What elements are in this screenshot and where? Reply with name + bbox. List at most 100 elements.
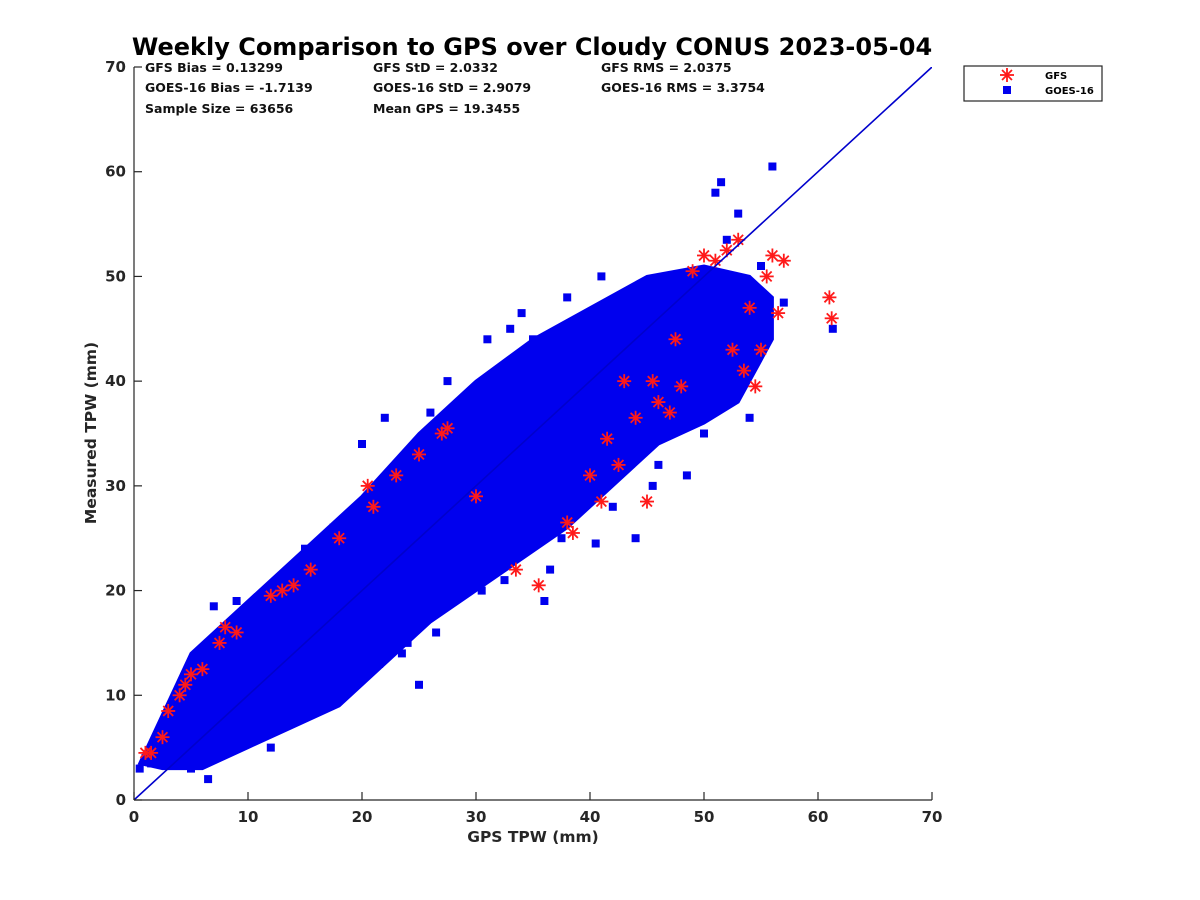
gfs-point — [286, 578, 301, 593]
y-tick-label: 40 — [105, 372, 126, 390]
series-goes16-points — [135, 162, 837, 784]
axes — [133, 67, 932, 801]
gfs-point — [212, 635, 227, 650]
x-tick-label: 30 — [466, 808, 487, 826]
gfs-point — [765, 248, 780, 263]
x-tick-label: 60 — [808, 808, 829, 826]
gfs-point — [651, 395, 666, 410]
goes16-point — [734, 209, 743, 218]
gfs-point — [195, 662, 210, 677]
goes16-point — [517, 309, 526, 318]
stat-goes-rms: GOES-16 RMS = 3.3754 — [601, 80, 765, 95]
gfs-point — [611, 457, 626, 472]
legend: GFS GOES-16 — [963, 65, 1103, 102]
goes16-point — [397, 649, 406, 658]
legend-label-gfs: GFS — [1045, 71, 1067, 82]
gfs-point — [640, 494, 654, 509]
x-tick-label: 0 — [129, 808, 139, 826]
goes16-point — [209, 602, 218, 611]
goes16-point — [380, 413, 389, 422]
goes16-point — [283, 701, 292, 710]
gfs-point — [742, 300, 757, 315]
goes16-point — [483, 335, 492, 344]
x-tick-label: 40 — [580, 808, 601, 826]
goes16-point — [563, 293, 572, 302]
gfs-point — [725, 342, 740, 357]
goes16-point — [557, 534, 566, 543]
goes16-point — [574, 502, 583, 511]
x-axis-ticks: 0 10 20 30 40 50 60 70 — [129, 792, 942, 826]
goes16-point — [529, 335, 537, 344]
gfs-point — [531, 578, 546, 593]
goes16-point — [301, 544, 309, 553]
gfs-point — [583, 468, 597, 483]
goes16-point — [432, 628, 441, 637]
chart-title: Weekly Comparison to GPS over Cloudy CON… — [132, 33, 932, 61]
stat-mean-gps: Mean GPS = 19.3455 — [373, 101, 520, 116]
legend-box — [963, 65, 1103, 102]
goes16-point — [329, 523, 338, 532]
y-tick-label: 10 — [105, 686, 126, 704]
goes16-point — [403, 638, 412, 647]
gfs-point — [263, 588, 278, 603]
goes16-point — [654, 460, 663, 469]
gfs-point — [389, 468, 404, 483]
goes16-point — [477, 586, 486, 595]
goes16-point — [631, 534, 640, 543]
gfs-point — [172, 688, 187, 703]
goes16-point — [546, 565, 555, 574]
plot-area — [134, 67, 932, 800]
gfs-point — [218, 620, 233, 635]
gfs-point — [360, 478, 375, 493]
gfs-point — [565, 525, 580, 540]
goes16-point — [643, 387, 651, 396]
goes16-point — [460, 413, 469, 422]
gfs-point — [469, 489, 483, 504]
series-gfs-points — [138, 232, 839, 760]
goes16-point — [757, 262, 765, 270]
gfs-point — [824, 311, 839, 326]
gfs-point — [303, 562, 318, 577]
goes16-point — [717, 178, 726, 187]
one-to-one-line — [134, 67, 932, 800]
goes16-point — [249, 722, 258, 731]
gfs-point — [161, 703, 176, 718]
stat-goes-bias: GOES-16 Bias = -1.7139 — [145, 80, 313, 95]
gfs-point — [668, 332, 683, 347]
goes16-point — [688, 371, 697, 380]
goes16-point — [443, 377, 452, 386]
goes16-point — [828, 324, 837, 333]
y-tick-label: 70 — [105, 58, 126, 76]
gfs-point — [662, 405, 677, 420]
goes16-point — [187, 764, 195, 773]
goes16-point — [500, 576, 509, 585]
y-axis-ticks: 0 10 20 30 40 50 60 70 — [105, 58, 142, 809]
statistics-block: GFS Bias = 0.13299 GFS StD = 2.0332 GFS … — [145, 60, 765, 116]
density-band-path — [137, 264, 774, 771]
gfs-point — [508, 562, 523, 577]
gfs-point — [229, 625, 244, 640]
gfs-point — [754, 342, 768, 357]
density-band — [137, 264, 774, 771]
gfs-point — [332, 531, 347, 546]
gfs-point — [275, 583, 290, 598]
goes16-point — [648, 481, 657, 490]
y-tick-label: 20 — [105, 582, 126, 600]
goes16-point — [779, 298, 788, 307]
goes16-point — [426, 408, 435, 417]
legend-marker-goes16 — [1003, 86, 1011, 94]
goes16-point — [147, 759, 156, 768]
gfs-point — [600, 431, 615, 446]
gfs-point — [617, 374, 632, 389]
goes16-point — [169, 754, 178, 763]
goes16-point — [620, 293, 629, 302]
gfs-point — [412, 447, 426, 462]
legend-label-goes16: GOES-16 — [1045, 86, 1094, 97]
stat-gfs-rms: GFS RMS = 2.0375 — [601, 60, 732, 75]
goes16-point — [266, 743, 275, 752]
goes16-point — [506, 324, 515, 333]
goes16-point — [375, 659, 384, 668]
stat-gfs-bias: GFS Bias = 0.13299 — [145, 60, 283, 75]
goes16-point — [591, 539, 600, 548]
